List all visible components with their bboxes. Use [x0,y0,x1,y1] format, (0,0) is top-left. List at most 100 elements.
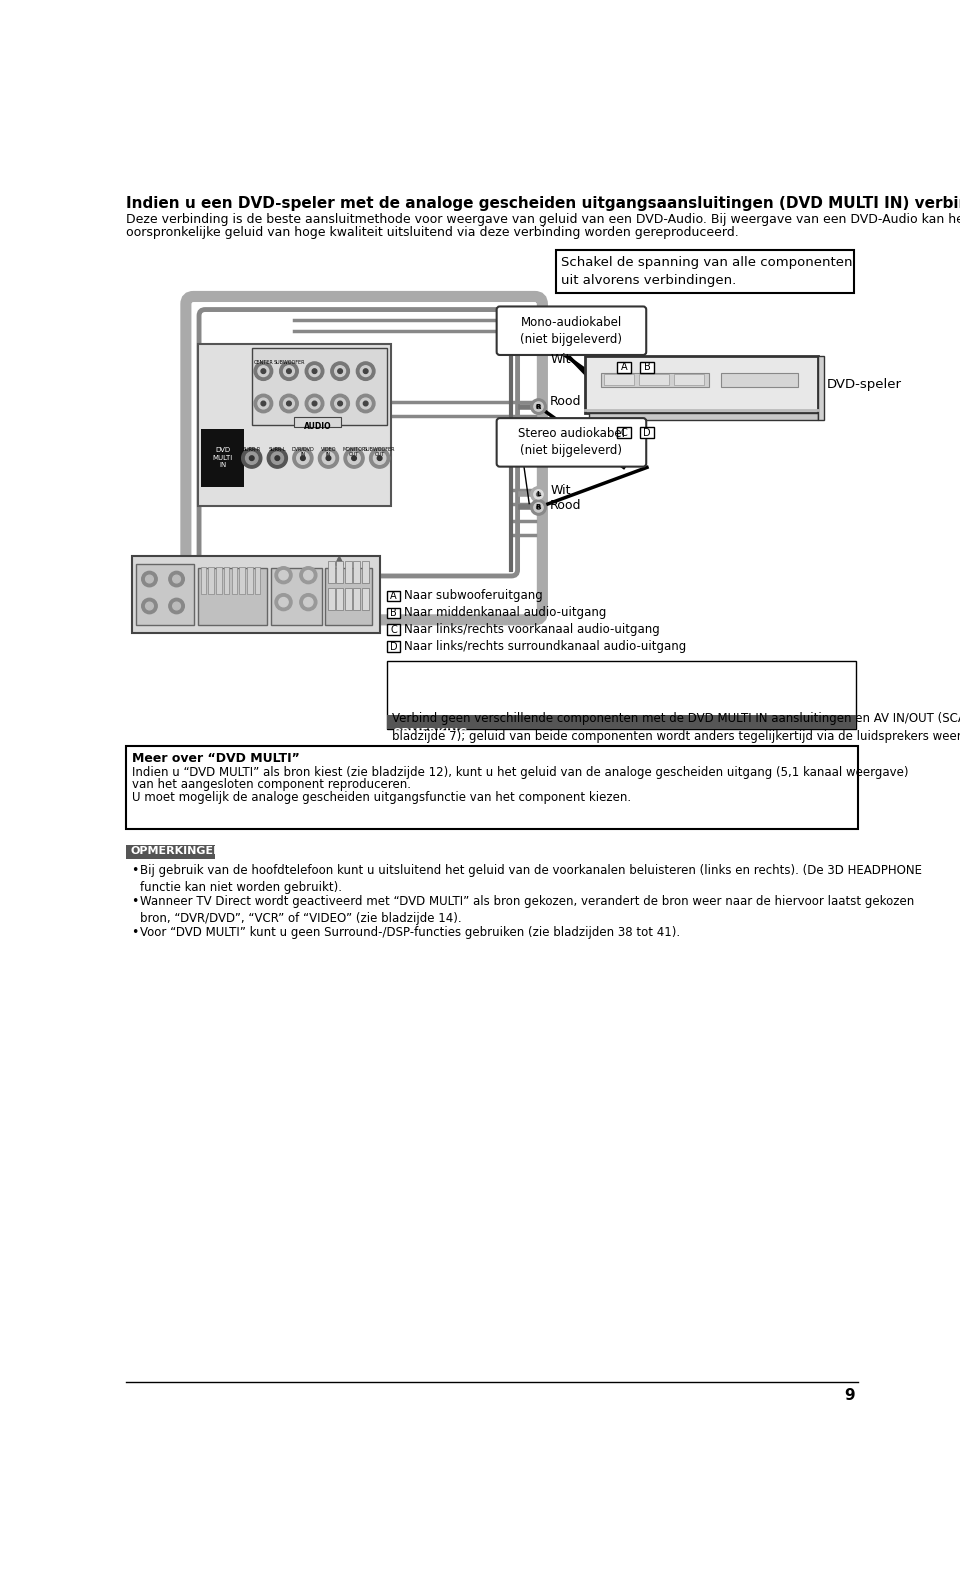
Bar [616,361,631,372]
Circle shape [335,366,346,377]
Bar [126,747,858,829]
Text: Schakel de spanning van alle componenten
uit alvorens verbindingen.: Schakel de spanning van alle componenten… [561,255,852,287]
Circle shape [173,575,180,583]
Bar [239,567,245,594]
Text: D: D [643,428,651,437]
Circle shape [537,506,540,509]
Bar [224,567,229,594]
Text: U moet mogelijk de analoge gescheiden uitgangsfunctie van het component kiezen.: U moet mogelijk de analoge gescheiden ui… [132,791,632,804]
Circle shape [287,369,291,374]
Bar [336,561,344,583]
Circle shape [309,398,320,409]
Text: Naar links/rechts voorkanaal audio-uitgang: Naar links/rechts voorkanaal audio-uitga… [404,623,660,636]
Circle shape [531,317,546,333]
Text: DVR/DVD
IN: DVR/DVD IN [292,447,314,458]
Circle shape [303,598,313,607]
Text: A: A [391,591,396,601]
Text: R: R [536,404,541,409]
Circle shape [279,361,299,380]
Text: Deze verbinding is de beste aansluitmethode voor weergave van geluid van een DVD: Deze verbinding is de beste aansluitmeth… [126,214,960,227]
Text: SUBWOOFER: SUBWOOFER [274,360,304,366]
Text: Indien u “DVD MULTI” als bron kiest (zie bladzijde 12), kunt u het geluid van de: Indien u “DVD MULTI” als bron kiest (zie… [132,766,909,780]
Circle shape [535,333,542,341]
Text: SURR-L: SURR-L [269,447,286,452]
Circle shape [534,490,543,499]
Circle shape [531,328,546,344]
Text: Naar links/rechts surroundkanaal audio-uitgang: Naar links/rechts surroundkanaal audio-u… [404,640,686,653]
Bar [588,414,818,420]
Bar [388,591,399,601]
Circle shape [356,361,375,380]
Circle shape [534,403,543,411]
Circle shape [258,366,269,377]
Bar [640,361,654,372]
Circle shape [142,598,157,613]
Text: Indien u een DVD-speler met de analoge gescheiden uitgangsaansluitingen (DVD MUL: Indien u een DVD-speler met de analoge g… [126,197,960,211]
Circle shape [278,598,288,607]
Text: C: C [390,624,396,636]
Circle shape [169,598,184,613]
Circle shape [246,452,258,464]
Polygon shape [327,556,351,571]
Circle shape [275,456,279,461]
Bar [353,588,360,610]
Text: Wit: Wit [550,483,570,498]
Bar [325,567,372,624]
Bar [201,567,206,594]
Bar [601,372,709,387]
Text: SUBWOOFER
OUT: SUBWOOFER OUT [364,447,396,458]
Bar [252,349,388,425]
Text: OPMERKINGEN: OPMERKINGEN [131,846,224,856]
Circle shape [537,404,540,409]
Bar [616,428,631,437]
Circle shape [370,449,390,468]
Circle shape [267,449,287,468]
Circle shape [250,456,254,461]
Bar [135,564,194,624]
Circle shape [297,452,309,464]
Text: B: B [643,363,650,372]
Text: oorspronkelijke geluid van hoge kwaliteit uitsluitend via deze verbinding worden: oorspronkelijke geluid van hoge kwalitei… [126,225,739,239]
Circle shape [360,366,372,377]
Text: van het aangesloten component reproduceren.: van het aangesloten component reproducer… [132,778,412,791]
Text: CENTER: CENTER [253,360,274,366]
Text: D: D [390,642,397,651]
Circle shape [242,449,262,468]
Circle shape [305,361,324,380]
Circle shape [278,571,288,580]
Circle shape [254,361,273,380]
Circle shape [534,502,543,512]
Bar [327,561,335,583]
Bar [271,567,322,624]
Text: •: • [131,896,138,908]
Circle shape [275,567,292,583]
Bar [202,430,244,487]
Bar [362,561,369,583]
Bar [247,567,252,594]
Circle shape [173,602,180,610]
Circle shape [348,452,360,464]
Circle shape [283,366,295,377]
Circle shape [531,499,546,515]
Circle shape [254,395,273,412]
Text: AUDIO: AUDIO [303,422,331,431]
Circle shape [326,456,331,461]
Text: •: • [131,864,138,877]
Bar [208,567,214,594]
Text: Stereo audiokabel
(niet bijgeleverd): Stereo audiokabel (niet bijgeleverd) [518,428,625,458]
Bar [721,372,798,387]
Text: A: A [620,363,627,372]
Bar [231,567,237,594]
Bar [639,374,669,385]
Bar [388,642,399,651]
Text: Voor “DVD MULTI” kunt u geen Surround-/DSP-functies gebruiken (zie bladzijden 38: Voor “DVD MULTI” kunt u geen Surround-/D… [140,926,681,938]
Circle shape [312,369,317,374]
Circle shape [363,369,368,374]
Text: VIDEO
IN: VIDEO IN [321,447,336,458]
Bar [198,344,392,506]
Circle shape [377,456,382,461]
Circle shape [303,571,313,580]
Circle shape [331,361,349,380]
Text: L: L [537,491,540,498]
Bar [362,588,369,610]
